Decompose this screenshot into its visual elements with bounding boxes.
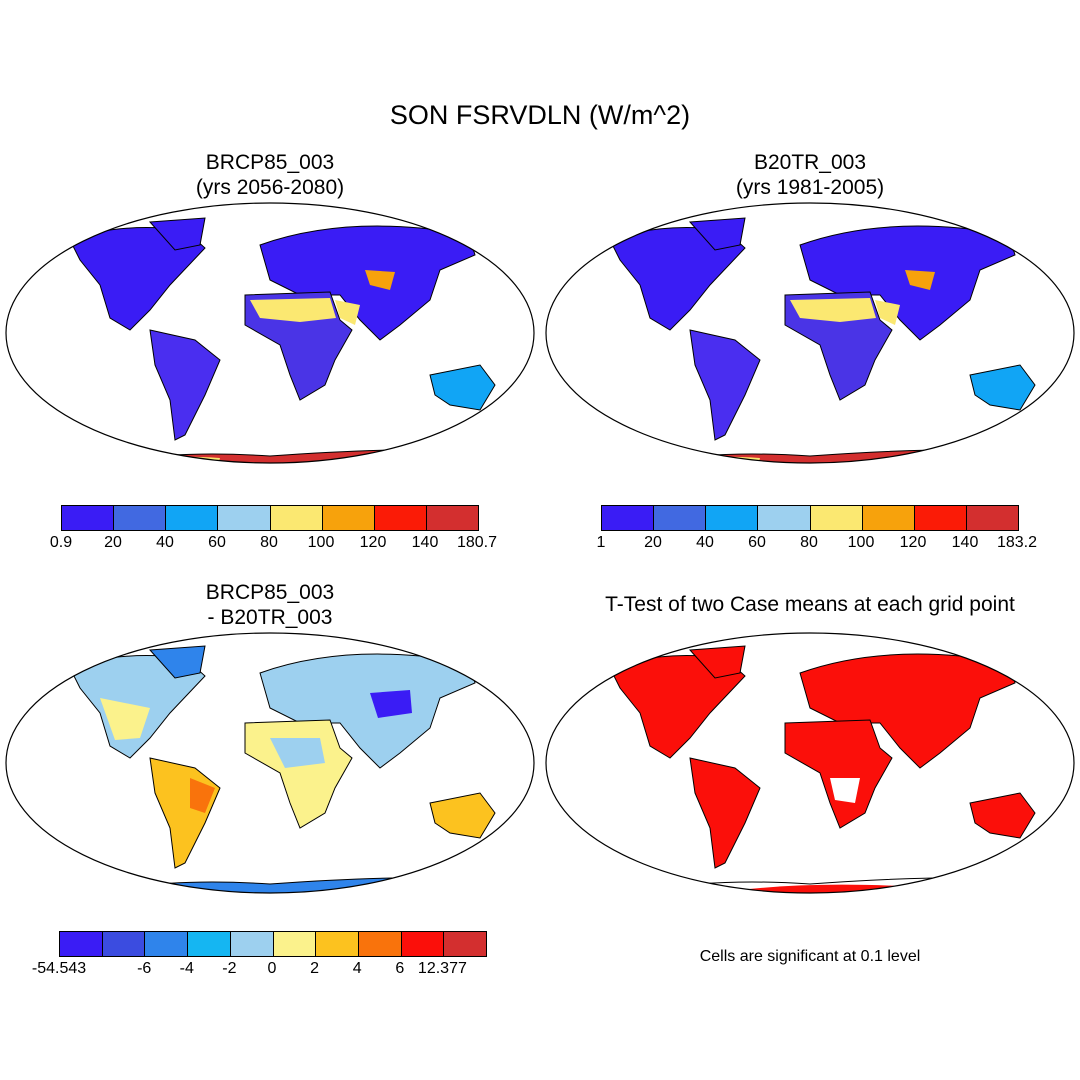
panel-4-title: T-Test of two Case means at each grid po…: [560, 592, 1060, 617]
cb1-swatch: [374, 506, 427, 530]
cb3-swatch: [444, 932, 487, 956]
cb1-label: 80: [260, 534, 278, 551]
cb1-swatch: [218, 506, 271, 530]
map-brcp85: [5, 202, 535, 464]
cb1-label: 100: [307, 534, 335, 551]
map-difference: [5, 632, 535, 894]
cb3-swatch: [102, 932, 146, 956]
cb3-swatch: [145, 932, 189, 956]
map-b20tr: [545, 202, 1075, 464]
cb2-label: 120: [899, 534, 927, 551]
cb1-swatch: [426, 506, 478, 530]
colorbar-3-labels: -54.543 -6 -4 -2 0 2 4 6 12.377: [32, 960, 485, 980]
cb3-label: -54.543: [31, 960, 87, 977]
cb3-label: 6: [395, 960, 405, 977]
cb2-swatch: [914, 506, 967, 530]
cb2-swatch: [758, 506, 811, 530]
colorbar-2: [601, 505, 1019, 531]
panel-1-title-line2: (yrs 2056-2080): [195, 176, 345, 199]
panel-1-title: BRCP85_003 (yrs 2056-2080): [30, 150, 510, 200]
figure-title: SON FSRVDLN (W/m^2): [389, 100, 691, 130]
cb2-swatch: [602, 506, 655, 530]
cb2-swatch: [862, 506, 915, 530]
cb3-swatch: [230, 932, 274, 956]
arabia: [335, 300, 360, 325]
panel-2-title-line2: (yrs 1981-2005): [735, 176, 885, 199]
cb3-label: -2: [222, 960, 237, 977]
cb1-label: 120: [359, 534, 387, 551]
cb1-label: 60: [208, 534, 226, 551]
cb3-label: 12.377: [417, 960, 467, 977]
cb3-swatch: [273, 932, 317, 956]
cb3-label: 4: [352, 960, 362, 977]
cb3-swatch: [358, 932, 402, 956]
cb1-swatch: [166, 506, 219, 530]
tibet: [365, 270, 395, 290]
significance-note: Cells are significant at 0.1 level: [699, 948, 921, 965]
cb2-label: 100: [847, 534, 875, 551]
map-ttest: [545, 632, 1075, 894]
cb1-label: 140: [411, 534, 439, 551]
cb1-swatch: [322, 506, 375, 530]
cb2-label: 1: [596, 534, 606, 551]
panel-3-title-line2: - B20TR_003: [207, 606, 333, 629]
cb3-label: 2: [310, 960, 320, 977]
cb2-swatch: [966, 506, 1018, 530]
cb2-swatch: [810, 506, 863, 530]
panel-3-title: BRCP85_003 - B20TR_003: [30, 580, 510, 630]
cb3-label: 0: [267, 960, 277, 977]
panel-2-title-line1: B20TR_003: [753, 151, 867, 174]
panel-1-title-line1: BRCP85_003: [205, 151, 335, 174]
cb3-label: -4: [179, 960, 194, 977]
cb1-label: 0.9: [49, 534, 73, 551]
sahara: [250, 298, 336, 322]
cb2-label: 80: [800, 534, 818, 551]
cb3-swatch: [60, 932, 103, 956]
south-america: [149, 329, 221, 441]
cb2-swatch: [654, 506, 707, 530]
cb3-label: -6: [137, 960, 152, 977]
cb1-label: 20: [104, 534, 122, 551]
greenland: [148, 217, 206, 251]
cb1-label: 180.7: [456, 534, 498, 551]
cb2-label: 140: [951, 534, 979, 551]
panel-4-title-line1: T-Test of two Case means at each grid po…: [605, 593, 1015, 616]
cb3-swatch: [401, 932, 445, 956]
cb3-swatch: [316, 932, 359, 956]
cb2-label: 183.2: [996, 534, 1038, 551]
cb1-swatch: [62, 506, 115, 530]
panel-2-title: B20TR_003 (yrs 1981-2005): [570, 150, 1050, 200]
australia: [429, 364, 496, 411]
colorbar-1: [61, 505, 479, 531]
cb1-swatch: [114, 506, 167, 530]
colorbar-1-labels: 0.9 20 40 60 80 100 120 140 180.7: [50, 534, 497, 554]
cb2-label: 40: [696, 534, 714, 551]
cb3-swatch: [188, 932, 231, 956]
colorbar-3: [59, 931, 487, 957]
panel-3-title-line1: BRCP85_003: [205, 581, 335, 604]
cb1-label: 40: [156, 534, 174, 551]
cb2-swatch: [706, 506, 759, 530]
cb2-label: 60: [748, 534, 766, 551]
colorbar-2-labels: 1 20 40 60 80 100 120 140 183.2: [597, 534, 1037, 554]
cb2-label: 20: [644, 534, 662, 551]
cb1-swatch: [270, 506, 323, 530]
